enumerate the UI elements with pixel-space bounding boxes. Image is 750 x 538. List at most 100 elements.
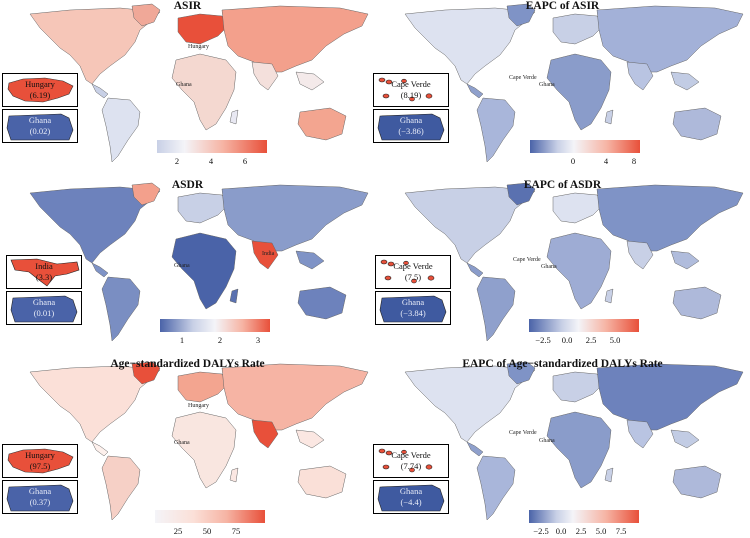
color-legend: −2.5 0.0 2.5 5.0 (529, 319, 639, 347)
region-europe (177, 371, 229, 403)
region-south-asia (251, 240, 279, 270)
inset-low: Ghana (0.37) (2, 480, 78, 514)
legend-tick: 0.0 (561, 335, 573, 345)
map-label-high: Hungary (188, 403, 209, 409)
country-shape (377, 484, 445, 512)
region-greenland (131, 182, 161, 206)
map-label-ghana: Ghana (541, 264, 557, 270)
country-shape (378, 77, 433, 102)
panel-asir: ASIR Hungary Ghana Hungary (6.19) Ghana … (0, 0, 375, 178)
panel-asdr: ASDR India Ghana India (3.3) Ghana (0.01… (0, 179, 375, 357)
legend-tick: 1 (179, 335, 185, 345)
region-asia (221, 184, 369, 252)
inset-value-label: (0.02) (29, 126, 51, 136)
region-south-asia (626, 61, 654, 91)
inset-value-label: (7.5) (404, 272, 422, 282)
legend-tick: 4 (603, 156, 609, 166)
inset-low: Ghana (0.01) (6, 291, 82, 325)
inset-country-label: Ghana (399, 115, 423, 125)
panel-dalys-rate: Age−standardized DALYs Rate Hungary Ghan… (0, 358, 375, 536)
region-madagascar (229, 467, 239, 483)
region-australia (297, 107, 347, 141)
inset-high: Hungary (97.5) (2, 444, 78, 478)
world-map (404, 182, 744, 342)
legend-tick: 2.5 (585, 335, 597, 345)
inset-high: Hungary (6.19) (2, 73, 78, 107)
region-australia (297, 465, 347, 499)
inset-country-label: Ghana (28, 115, 52, 125)
world-map (29, 182, 369, 342)
region-south-america (476, 276, 516, 342)
panel-title: ASDR (171, 179, 204, 191)
legend-tick: 0 (570, 156, 576, 166)
panel-eapc-dalys: EAPC of Age−standardized DALYs Rate Cape… (373, 358, 750, 538)
region-australia (672, 465, 722, 499)
region-se-asia (670, 250, 700, 270)
region-australia (297, 286, 347, 320)
map-label-high: Cape Verde (509, 430, 537, 436)
legend-gradient (530, 140, 640, 153)
region-africa (171, 411, 237, 489)
region-greenland (506, 361, 536, 385)
color-legend: 2 4 6 (157, 140, 267, 168)
inset-country-label: India (35, 261, 53, 271)
legend-gradient (155, 510, 265, 523)
inset-country-label: Cape Verde (391, 79, 431, 89)
map-label-high: Cape Verde (513, 257, 541, 263)
country-shape (378, 448, 433, 473)
region-central-america (91, 441, 109, 457)
region-south-asia (626, 240, 654, 270)
inset-country-label: Cape Verde (393, 261, 433, 271)
region-central-america (466, 441, 484, 457)
color-legend: 25 50 75 (155, 510, 265, 538)
world-map (404, 3, 744, 163)
inset-value-label: (8.19) (400, 90, 422, 100)
country-shape (10, 295, 78, 323)
inset-value-label: (3.3) (35, 272, 53, 282)
panel-title: ASIR (173, 0, 202, 12)
inset-country-label: Hungary (25, 450, 55, 460)
inset-high: India (3.3) (6, 255, 82, 289)
legend-gradient (160, 319, 270, 332)
region-australia (672, 286, 722, 320)
country-shape (379, 295, 447, 323)
region-europe (177, 192, 229, 224)
region-asia (221, 5, 369, 73)
legend-gradient (529, 319, 639, 332)
region-south-asia (251, 419, 279, 449)
region-south-america (476, 455, 516, 521)
panel-eapc-asdr: EAPC of ASDR Cape Verde Ghana Cape Verde… (375, 179, 750, 357)
country-shape (10, 258, 80, 287)
legend-tick: 7.5 (615, 526, 627, 536)
inset-value-label: (0.37) (29, 497, 51, 507)
region-central-america (466, 83, 484, 99)
legend-tick: 3 (255, 335, 261, 345)
inset-country-label: Cape Verde (391, 450, 431, 460)
inset-low: Ghana (−4.4) (373, 480, 449, 514)
country-shape (6, 484, 74, 512)
region-south-america (101, 455, 141, 521)
map-label-ghana: Ghana (174, 440, 190, 446)
region-central-america (91, 83, 109, 99)
panel-title: EAPC of Age−standardized DALYs Rate (462, 358, 663, 370)
panel-title: EAPC of ASDR (523, 179, 602, 191)
world-map (404, 361, 744, 521)
map-label-ghana: Ghana (176, 82, 192, 88)
panel-title: EAPC of ASIR (525, 0, 600, 12)
region-se-asia (295, 250, 325, 270)
region-asia (596, 184, 744, 252)
country-shape (6, 113, 74, 141)
legend-tick: 8 (631, 156, 637, 166)
inset-value-label: (6.19) (29, 90, 51, 100)
legend-tick: 0.0 (555, 526, 567, 536)
inset-country-label: Ghana (401, 297, 425, 307)
country-shape (7, 77, 74, 103)
color-legend: −2.5 0.0 2.5 5.0 7.5 (529, 510, 639, 538)
region-se-asia (295, 71, 325, 91)
map-label-high: Hungary (188, 44, 209, 50)
color-legend: 0 4 8 (530, 140, 640, 168)
region-europe (552, 13, 604, 45)
region-asia (221, 363, 369, 431)
region-australia (672, 107, 722, 141)
region-africa (546, 411, 612, 489)
